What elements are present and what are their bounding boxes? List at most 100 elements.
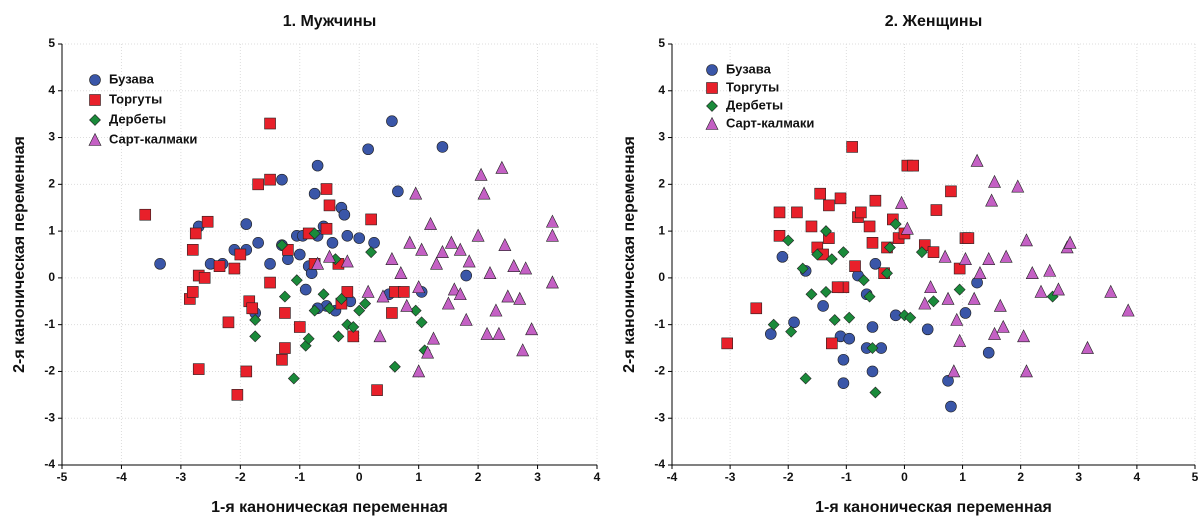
point <box>814 187 826 200</box>
x-tick-label: 1 <box>415 470 422 484</box>
point <box>198 272 211 284</box>
point <box>869 194 882 207</box>
point <box>866 321 879 333</box>
legend-marker <box>89 114 101 126</box>
legend-marker <box>706 64 718 76</box>
point <box>863 220 876 233</box>
legend-label: Дербеты <box>726 97 783 112</box>
point <box>394 266 408 280</box>
point <box>186 286 199 298</box>
point <box>947 364 961 378</box>
point <box>863 290 876 303</box>
point <box>293 248 306 261</box>
point <box>388 360 401 373</box>
point <box>791 206 803 219</box>
legend-marker <box>705 116 719 130</box>
point <box>849 260 861 272</box>
point <box>788 316 800 329</box>
point <box>834 192 847 205</box>
point <box>918 296 932 310</box>
point <box>424 216 438 230</box>
point <box>993 298 1007 312</box>
legend-marker <box>88 132 102 146</box>
point <box>869 386 882 399</box>
point <box>392 185 404 198</box>
point <box>287 372 300 385</box>
point <box>782 234 795 247</box>
point <box>201 215 214 228</box>
point <box>921 323 934 336</box>
point <box>290 274 303 287</box>
point <box>323 199 336 212</box>
point <box>192 363 205 375</box>
point <box>970 153 984 167</box>
point <box>398 286 410 298</box>
point <box>799 372 812 385</box>
point <box>721 337 734 350</box>
x-tick-label: -4 <box>667 470 678 484</box>
point <box>805 288 818 301</box>
point <box>477 186 491 200</box>
point <box>293 321 306 333</box>
point <box>373 329 387 343</box>
point <box>953 283 966 296</box>
y-tick-label: -3 <box>44 410 55 424</box>
point <box>353 232 366 244</box>
point <box>1034 284 1048 298</box>
point <box>474 167 488 181</box>
point <box>436 141 449 153</box>
point <box>828 314 841 326</box>
legend-label: Торгуты <box>109 91 162 106</box>
point <box>785 325 798 338</box>
x-tick-label: -5 <box>57 470 68 484</box>
point <box>471 228 485 242</box>
point <box>308 227 321 240</box>
point <box>776 251 789 263</box>
y-tick-label: -2 <box>44 364 55 378</box>
point <box>843 311 856 324</box>
point <box>516 343 530 357</box>
point <box>866 342 879 354</box>
point <box>773 229 786 242</box>
point <box>495 160 509 174</box>
point <box>228 262 241 275</box>
point <box>519 261 533 275</box>
x-tick-label: -4 <box>116 470 127 484</box>
x-tick-label: 2 <box>475 470 482 484</box>
point <box>447 282 461 296</box>
point <box>361 284 375 298</box>
point <box>279 307 291 319</box>
legend-label: Дербеты <box>109 111 166 126</box>
point <box>895 195 909 209</box>
point <box>930 204 943 216</box>
point <box>412 280 426 294</box>
point <box>459 312 473 326</box>
chart-title: 2. Женщины <box>885 13 982 30</box>
y-tick-label: 3 <box>658 130 665 144</box>
x-tick-label: -3 <box>725 470 736 484</box>
point <box>900 221 914 235</box>
x-tick-label: 1 <box>959 470 966 484</box>
point <box>299 283 312 296</box>
legend-marker <box>89 74 101 86</box>
legend-label: Бузава <box>726 61 772 76</box>
point <box>335 293 348 305</box>
point <box>365 213 377 226</box>
point <box>252 178 264 191</box>
point <box>846 141 858 153</box>
point <box>945 400 957 413</box>
point <box>347 321 360 333</box>
legend-marker <box>89 94 101 106</box>
y-tick-label: -1 <box>654 317 665 331</box>
point <box>1025 266 1039 280</box>
point <box>985 193 999 207</box>
chart-title: 1. Мужчины <box>283 13 377 30</box>
point <box>453 287 467 301</box>
point <box>988 326 1002 340</box>
point <box>837 353 850 366</box>
point <box>1121 303 1135 317</box>
point <box>415 316 428 329</box>
point <box>264 258 276 270</box>
point <box>453 242 467 256</box>
